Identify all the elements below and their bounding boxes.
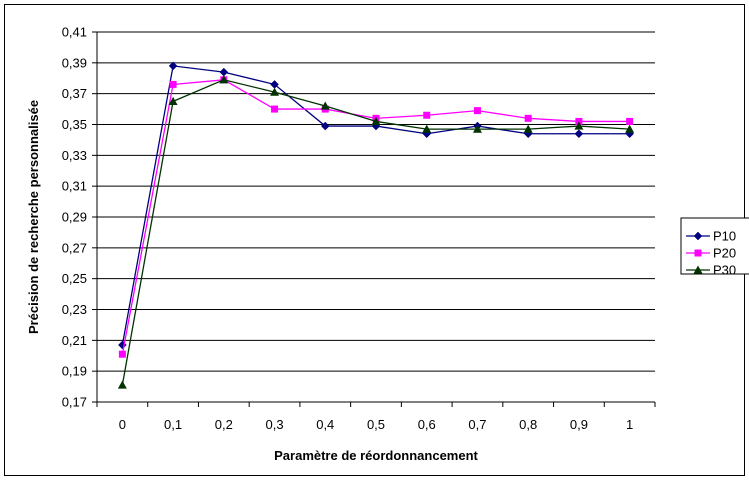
data-point xyxy=(168,61,178,71)
y-tick-label: 0,21 xyxy=(62,333,87,348)
legend-label: P30 xyxy=(713,263,736,278)
x-tick-label: 0,8 xyxy=(519,417,537,432)
data-point xyxy=(219,67,229,77)
data-point xyxy=(219,75,229,84)
series-p30 xyxy=(117,75,635,389)
data-point xyxy=(169,80,177,88)
data-point xyxy=(574,129,584,139)
x-tick-label: 0,1 xyxy=(164,417,182,432)
data-point xyxy=(270,87,280,96)
data-point xyxy=(320,121,330,131)
x-tick-label: 0,6 xyxy=(418,417,436,432)
x-tick-label: 0,4 xyxy=(316,417,334,432)
data-point xyxy=(523,124,533,133)
x-tick-label: 0 xyxy=(119,417,126,432)
legend-item-p20: P20 xyxy=(686,246,736,261)
data-point xyxy=(320,101,330,110)
data-point xyxy=(575,117,583,125)
x-tick-labels: 0 0,1 0,2 0,3 0,4 0,5 0,6 0,7 0,8 0,9 1 xyxy=(96,402,656,432)
data-point xyxy=(524,114,532,122)
x-tick-label: 0,5 xyxy=(367,417,385,432)
legend-item-p10: P10 xyxy=(686,229,736,244)
series-p10 xyxy=(118,61,634,350)
y-tick-label: 0,41 xyxy=(62,25,87,40)
y-tick-label: 0,33 xyxy=(62,148,87,163)
data-point xyxy=(625,124,635,133)
legend: P10 P20 P30 xyxy=(680,217,749,278)
y-tick-label: 0,37 xyxy=(62,86,87,101)
data-point xyxy=(117,380,127,389)
data-point xyxy=(118,350,126,358)
series xyxy=(117,61,635,389)
data-point xyxy=(422,124,432,133)
y-tick-label: 0,25 xyxy=(62,271,87,286)
x-tick-label: 1 xyxy=(626,417,633,432)
legend-box xyxy=(680,217,749,275)
y-axis-title: Précision de recherche personnalisée xyxy=(26,100,41,334)
legend-marker xyxy=(694,249,702,257)
x-axis-title: Paramètre de réordonnancement xyxy=(274,448,478,463)
data-point xyxy=(168,96,178,105)
data-point xyxy=(423,111,431,119)
legend-label: P20 xyxy=(713,246,736,261)
data-point xyxy=(371,116,381,126)
y-tick-label: 0,17 xyxy=(62,395,87,410)
x-tick-label: 0,3 xyxy=(266,417,284,432)
x-tick-label: 0,2 xyxy=(215,417,233,432)
y-tick-label: 0,39 xyxy=(62,55,87,70)
y-tick-label: 0,31 xyxy=(62,179,87,194)
legend-label: P10 xyxy=(713,229,736,244)
legend-items: P10 P20 P30 xyxy=(686,229,736,278)
legend-item-p30: P30 xyxy=(686,263,736,278)
x-tick-label: 0,7 xyxy=(468,417,486,432)
y-tick-label: 0,35 xyxy=(62,117,87,132)
data-point xyxy=(574,121,584,130)
axes xyxy=(96,32,655,403)
data-point xyxy=(472,124,482,133)
x-tick-label: 0,9 xyxy=(570,417,588,432)
legend-marker xyxy=(693,265,703,274)
data-point xyxy=(271,105,279,113)
y-tick-label: 0,27 xyxy=(62,240,87,255)
data-point xyxy=(626,117,634,125)
series-line xyxy=(121,65,630,346)
y-tick-label: 0,29 xyxy=(62,210,87,225)
legend-marker xyxy=(693,231,703,241)
data-point xyxy=(473,107,481,115)
chart-frame xyxy=(4,4,745,476)
y-tick-labels: 0,17 0,19 0,21 0,23 0,25 0,27 0,29 0,31 0,33 0,35… xyxy=(62,25,87,410)
y-tick-label: 0,23 xyxy=(62,302,87,317)
y-tick-label: 0,19 xyxy=(62,364,87,379)
